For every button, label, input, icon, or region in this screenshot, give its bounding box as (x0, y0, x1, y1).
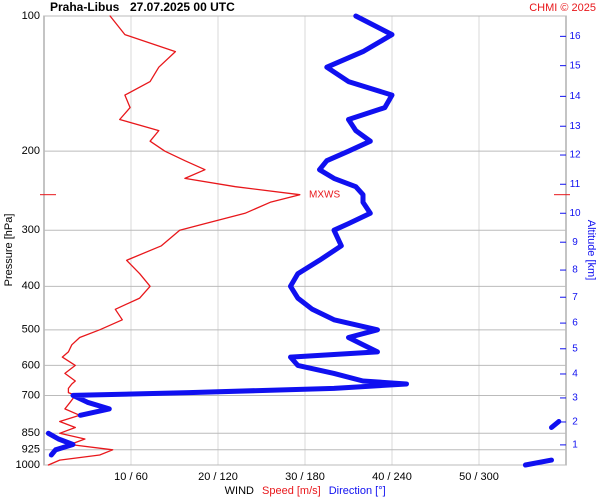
y2-tick-label: 10 (569, 208, 581, 219)
y2-tick-label: 9 (572, 237, 578, 248)
y2-tick-label: 3 (572, 393, 578, 404)
y2-tick-label: 7 (572, 292, 578, 303)
x-tick-label: 40 / 240 (372, 471, 412, 483)
x-tick-label: 10 / 60 (114, 471, 148, 483)
y2-tick-label: 16 (569, 31, 581, 42)
x-axis-title: WIND (225, 485, 254, 497)
legend-entry: Direction [°] (329, 485, 386, 497)
direction-line (45, 430, 76, 458)
x-tick-label: 20 / 120 (198, 471, 238, 483)
chart-title: Praha-Libus (50, 0, 120, 14)
y-tick-label: 400 (22, 280, 40, 292)
y2-tick-label: 2 (572, 417, 578, 428)
y-tick-label: 300 (22, 224, 40, 236)
speed-line (47, 15, 301, 466)
legend-entry: Speed [m/s] (262, 485, 321, 497)
y2-tick-label: 6 (572, 318, 578, 329)
y-tick-label: 700 (22, 389, 40, 401)
y2-tick-label: 14 (569, 91, 581, 102)
y-tick-label: 1000 (16, 459, 40, 471)
annotation: MXWS (309, 189, 340, 200)
y2-tick-label: 8 (572, 265, 578, 276)
chart-subtitle: 27.07.2025 00 UTC (130, 0, 235, 14)
y2-tick-label: 13 (569, 121, 581, 132)
y2-tick-label: 15 (569, 60, 581, 71)
y-tick-label: 500 (22, 324, 40, 336)
y2-tick-label: 1 (572, 440, 578, 451)
y-tick-label: 200 (22, 145, 40, 157)
y2-tick-label: 12 (569, 150, 581, 161)
direction-line (522, 457, 554, 468)
y-tick-label: 600 (22, 359, 40, 371)
y2-tick-label: 5 (572, 343, 578, 354)
y2-axis-title: Altitude [km] (585, 220, 597, 281)
credit: CHMI © 2025 (529, 2, 596, 14)
y-tick-label: 925 (22, 444, 40, 456)
direction-line (70, 13, 409, 418)
x-tick-label: 30 / 180 (285, 471, 325, 483)
x-tick-label: 50 / 300 (459, 471, 499, 483)
y-axis-title: Pressure [hPa] (3, 214, 15, 287)
y-tick-label: 850 (22, 427, 40, 439)
direction-line (549, 419, 562, 430)
y2-tick-label: 4 (572, 369, 578, 380)
y2-tick-label: 11 (570, 179, 581, 190)
y-tick-label: 100 (22, 10, 40, 22)
